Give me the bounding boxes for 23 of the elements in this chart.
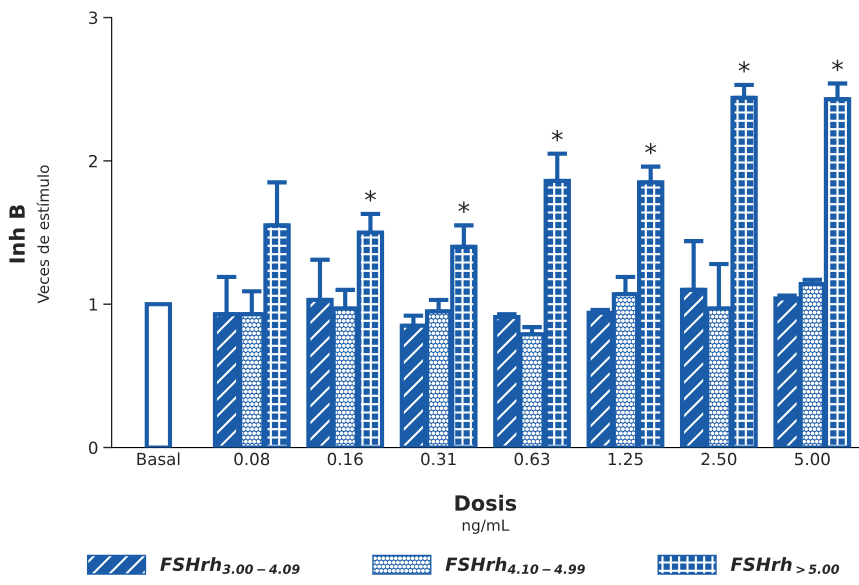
x-tick-label: 0.08 (234, 452, 270, 466)
data-label: * (364, 190, 376, 202)
x-axis-title: Dosis ng/mL (455, 494, 516, 534)
x-tick-label: 2.50 (702, 452, 736, 466)
data-label: * (832, 60, 844, 72)
y-axis-title: Inh B Veces de estímulo (8, 165, 50, 304)
x-tick-label: 5.00 (795, 452, 830, 466)
x-tick-label: 0.16 (328, 452, 363, 466)
data-label: * (458, 202, 470, 214)
y-tick-label: 2 (89, 154, 97, 168)
x-tick-label: 0.63 (514, 452, 550, 466)
legend-label: FSHrh$_{>5.00}$ (730, 557, 840, 574)
y-tick-label: 0 (88, 441, 98, 454)
x-tick-label: 1.25 (608, 452, 643, 466)
legend-label: FSHrh$_{4.10−4.99}$ (446, 557, 585, 574)
x-tick-label: Basal (137, 452, 180, 466)
data-label: * (552, 130, 563, 142)
legend-label: FSHrh$_{3.00−4.09}$ (160, 557, 300, 574)
y-tick-label: 3 (89, 12, 98, 24)
data-label: * (738, 61, 750, 73)
data-label: * (645, 142, 656, 154)
x-tick-label: 0.31 (421, 452, 456, 466)
y-tick-label: 1 (90, 298, 97, 311)
